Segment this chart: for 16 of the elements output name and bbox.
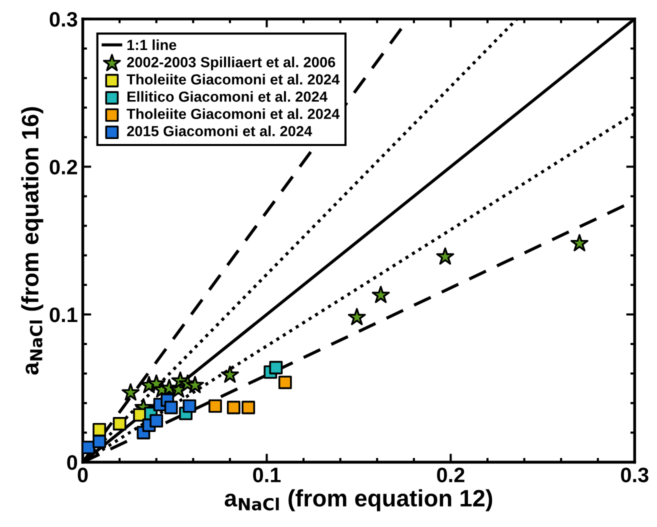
y-tick-label: 0.3 bbox=[50, 12, 78, 27]
x-tick-label: 0.1 bbox=[253, 468, 281, 482]
x-axis-title: a$_{NaCl}$ (from equation 12) bbox=[224, 489, 492, 512]
x-tick-label: 0.2 bbox=[437, 468, 464, 482]
x-tick-label: 0.3 bbox=[621, 468, 648, 482]
legend-label: 2015 Giacomoni et al. 2024 bbox=[127, 126, 312, 136]
y-axis-title: a$_{NaCl}$ (from equation 16) bbox=[21, 107, 44, 375]
y-tick-label: 0.2 bbox=[50, 160, 78, 174]
x-tick-label: 0 bbox=[78, 468, 88, 482]
legend-label: Tholeiite Giacomoni et al. 2024 bbox=[126, 108, 340, 120]
legend-label: Ellitico Giacomoni et al. 2024 bbox=[128, 91, 328, 102]
legend-label: 1:1 line bbox=[127, 39, 176, 50]
y-tick-label: 0.1 bbox=[50, 307, 78, 322]
legend-label: 2002-2003 Spilliaert et al. 2006 bbox=[127, 56, 336, 70]
legend-label: Tholeiite Giacomoni et al. 2024 bbox=[126, 74, 340, 85]
y-tick-label: 0 bbox=[67, 455, 78, 470]
